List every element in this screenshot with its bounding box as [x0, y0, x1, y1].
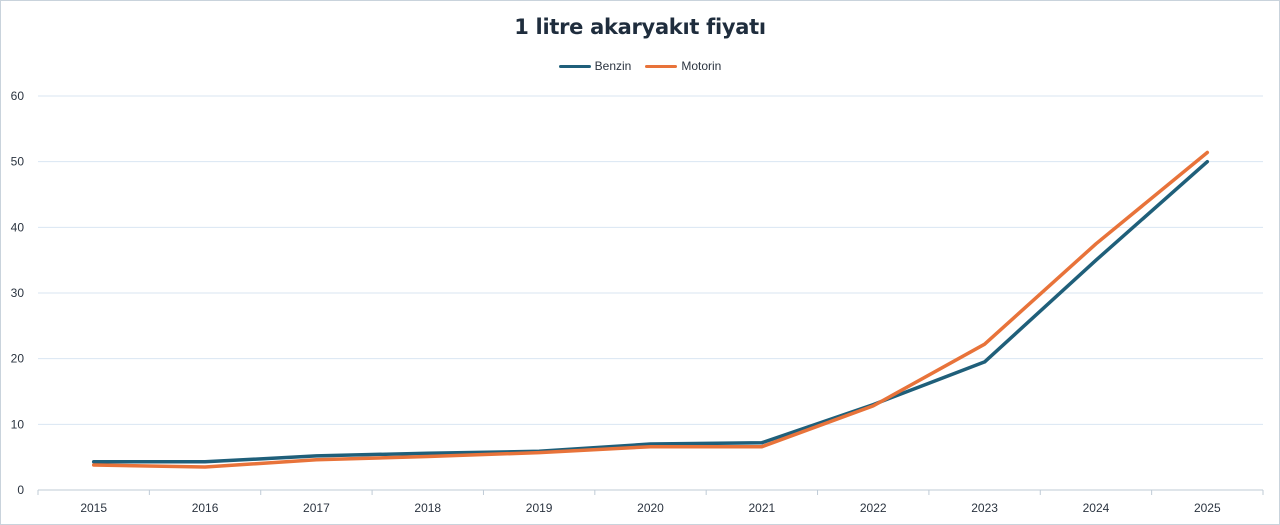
x-tick-label: 2016 — [192, 501, 219, 515]
chart-title: 1 litre akaryakıt fiyatı — [514, 15, 766, 39]
legend-item-benzin: Benzin — [558, 59, 632, 73]
x-tick-label: 2017 — [303, 501, 330, 515]
y-tick-label: 0 — [17, 483, 24, 497]
x-tick-label: 2019 — [526, 501, 553, 515]
legend-label-benzin: Benzin — [594, 59, 632, 73]
y-tick-label: 60 — [11, 89, 25, 103]
x-tick-label: 2018 — [414, 501, 441, 515]
x-tick-label: 2015 — [80, 501, 107, 515]
chart-legend: Benzin Motorin — [1, 59, 1279, 73]
x-tick-label: 2022 — [860, 501, 887, 515]
legend-swatch-benzin — [558, 64, 591, 68]
x-tick-label: 2021 — [749, 501, 776, 515]
series-line-benzin — [91, 159, 1210, 464]
y-tick-label: 10 — [11, 417, 25, 431]
x-tick-label: 2023 — [971, 501, 998, 515]
legend-item-motorin: Motorin — [645, 59, 721, 73]
y-tick-label: 30 — [11, 286, 25, 300]
x-tick-label: 2024 — [1083, 501, 1110, 515]
x-tick-label: 2020 — [637, 501, 664, 515]
legend-swatch-motorin — [645, 64, 678, 68]
y-tick-label: 20 — [11, 352, 25, 366]
legend-label-motorin: Motorin — [681, 59, 722, 73]
y-tick-label: 40 — [11, 220, 25, 234]
y-tick-label: 50 — [11, 155, 25, 169]
x-tick-label: 2025 — [1194, 501, 1221, 515]
